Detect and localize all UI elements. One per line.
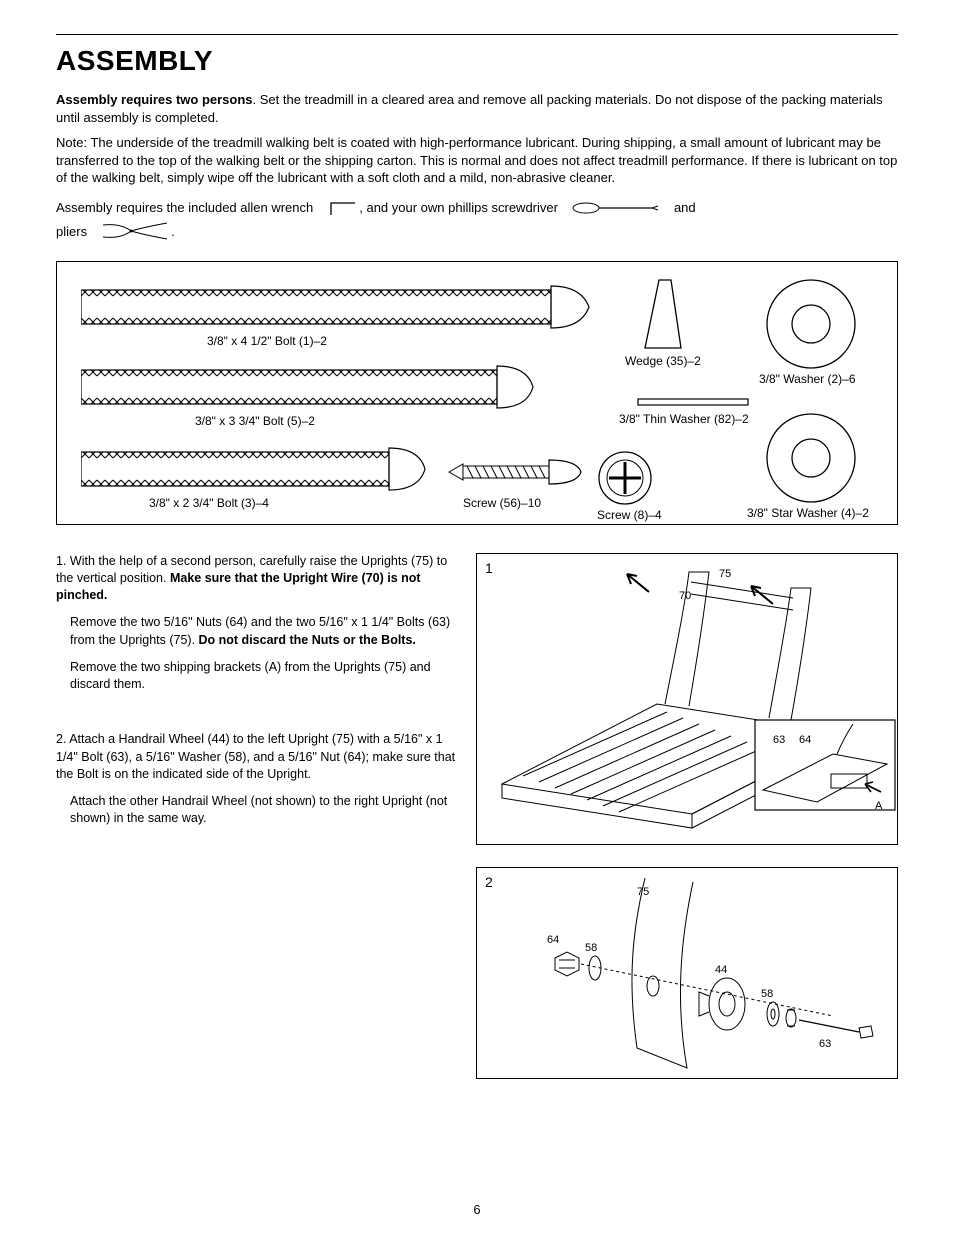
hw-wedge	[641, 278, 685, 352]
step1-l3: Remove the two shipping brackets (A) fro…	[70, 659, 456, 694]
step2-num: 2.	[56, 732, 66, 746]
hw-screw-8	[597, 450, 653, 506]
hardware-box: 3/8" x 4 1/2" Bolt (1)–2 3/8" x 3 3/4" B…	[56, 261, 898, 525]
pliers-icon	[101, 221, 171, 243]
step-2: 2. Attach a Handrail Wheel (44) to the l…	[56, 731, 456, 827]
steps-text-col: 1. With the help of a second person, car…	[56, 553, 456, 1101]
fig2-label-44: 44	[715, 964, 727, 976]
intro-line-2: Note: The underside of the treadmill wal…	[56, 134, 898, 187]
tools-row-2: pliers .	[56, 221, 898, 243]
hw-washer-2	[765, 278, 857, 370]
step2-l2: Attach the other Handrail Wheel (not sho…	[70, 793, 456, 828]
hw-label-screw8: Screw (8)–4	[597, 508, 662, 522]
fig2-label-64: 64	[547, 934, 559, 946]
hw-screw-56	[447, 454, 583, 490]
hw-label-screw56: Screw (56)–10	[463, 496, 541, 510]
hw-label-washer2: 3/8" Washer (2)–6	[759, 372, 856, 386]
fig1-label-70: 70	[679, 590, 691, 602]
tools-text-2: , and your own phillips screwdriver	[359, 199, 558, 217]
tools-text-4: .	[171, 223, 175, 241]
allen-wrench-icon	[327, 197, 359, 219]
hw-bolt-4-5	[81, 284, 591, 330]
hw-label-wedge: Wedge (35)–2	[625, 354, 701, 368]
hw-thin-washer	[637, 396, 749, 408]
hw-washer-4	[765, 412, 857, 504]
intro-line-1: Assembly requires two persons. Set the t…	[56, 91, 898, 126]
steps-area: 1. With the help of a second person, car…	[56, 553, 898, 1101]
hw-bolt-3-75	[81, 364, 535, 410]
step-1: 1. With the help of a second person, car…	[56, 553, 456, 694]
fig1-label-64: 64	[799, 734, 811, 746]
fig1-label-63: 63	[773, 734, 785, 746]
hw-label-bolt275: 3/8" x 2 3/4" Bolt (3)–4	[149, 496, 269, 510]
fig1-label-A: A	[875, 800, 882, 812]
fig2-drawing	[477, 868, 897, 1078]
step2-body: Attach a Handrail Wheel (44) to the left…	[56, 732, 455, 781]
tools-row: Assembly requires the included allen wre…	[56, 197, 898, 219]
tools-text-3: and	[674, 199, 696, 217]
fig2-num: 2	[485, 874, 493, 890]
hw-label-bolt375: 3/8" x 3 3/4" Bolt (5)–2	[195, 414, 315, 428]
figure-1: 1	[476, 553, 898, 845]
phillips-screwdriver-icon	[572, 200, 660, 216]
step1-l2b: Do not discard the Nuts or the Bolts.	[199, 633, 416, 647]
fig2-label-75: 75	[637, 886, 649, 898]
figure-2: 2	[476, 867, 898, 1079]
fig1-label-75: 75	[719, 568, 731, 580]
intro-bold-1: Assembly requires two persons	[56, 92, 253, 107]
steps-figure-col: 1	[476, 553, 898, 1101]
fig2-label-58b: 58	[761, 988, 773, 1000]
hw-label-thinwasher: 3/8" Thin Washer (82)–2	[619, 412, 749, 426]
step1-num: 1.	[56, 554, 66, 568]
page-title: ASSEMBLY	[56, 45, 898, 77]
fig2-label-58a: 58	[585, 942, 597, 954]
top-rule	[56, 34, 898, 35]
hw-label-bolt45: 3/8" x 4 1/2" Bolt (1)–2	[207, 334, 327, 348]
hw-label-washer4: 3/8" Star Washer (4)–2	[747, 506, 869, 520]
tools-text-1: Assembly requires the included allen wre…	[56, 199, 313, 217]
hw-bolt-2-75	[81, 446, 427, 492]
page-number: 6	[0, 1202, 954, 1217]
fig2-label-63: 63	[819, 1038, 831, 1050]
intro-block: Assembly requires two persons. Set the t…	[56, 91, 898, 243]
fig1-num: 1	[485, 560, 493, 576]
